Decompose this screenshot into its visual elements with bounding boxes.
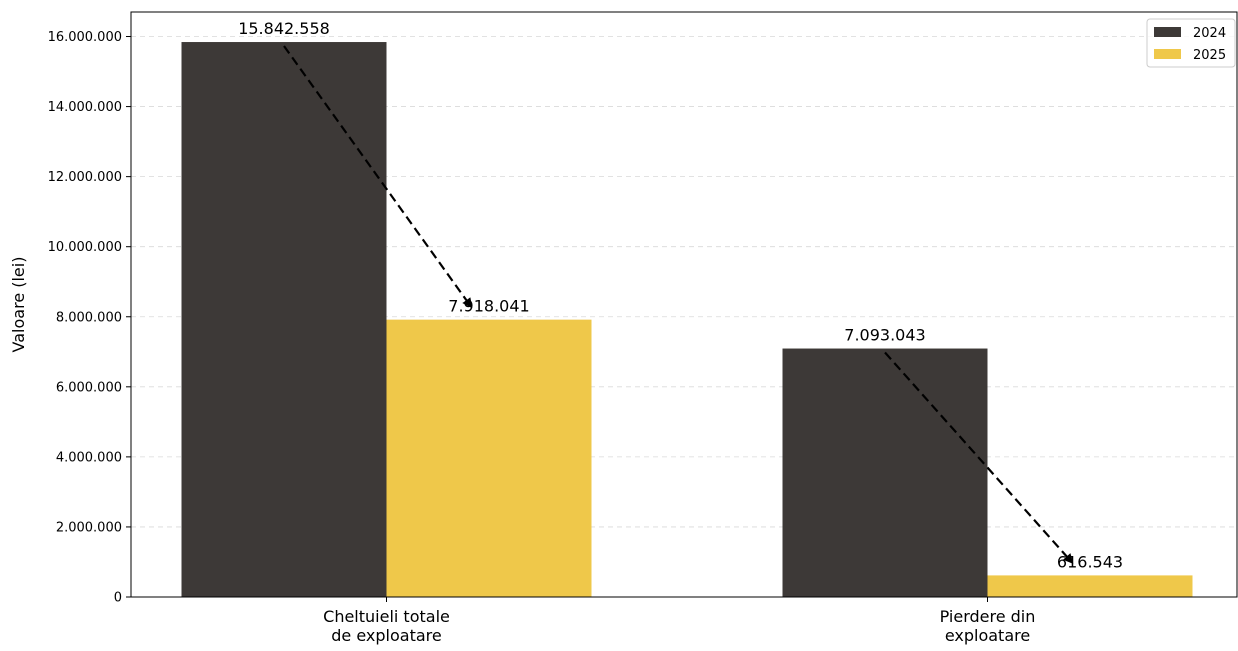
bar bbox=[181, 42, 387, 598]
legend-swatch bbox=[1154, 27, 1181, 37]
bar-value-label: 15.842.558 bbox=[238, 19, 330, 38]
x-axis-ticks: Cheltuieli totale de exploatare Pierdere d… bbox=[323, 597, 1035, 645]
plot-frame bbox=[130, 11, 1238, 598]
trend-arrow bbox=[283, 45, 473, 309]
y-tick-label: 12.000.000 bbox=[48, 170, 122, 185]
axes bbox=[130, 11, 1238, 598]
trend-arrows bbox=[283, 45, 1074, 564]
legend: 2024 2025 bbox=[1146, 18, 1236, 68]
legend-swatch bbox=[1154, 49, 1181, 59]
bar-value-labels: 15.842.558 7.918.041 7.093.043 616.543 bbox=[238, 19, 1123, 571]
y-tick-label: 14.000.000 bbox=[48, 100, 122, 115]
x-tick-label-line: Cheltuieli totale bbox=[323, 607, 450, 626]
bar-value-label: 7.093.043 bbox=[844, 326, 925, 345]
y-tick-label: 16.000.000 bbox=[48, 30, 122, 45]
bar bbox=[987, 575, 1193, 597]
x-tick-label-line: exploatare bbox=[945, 626, 1030, 645]
x-tick-label-line: de exploatare bbox=[331, 626, 441, 645]
legend-label: 2024 bbox=[1193, 26, 1226, 41]
x-tick-label-line: Pierdere din bbox=[940, 607, 1036, 626]
legend-label: 2025 bbox=[1193, 48, 1226, 63]
x-tick-label: Pierdere din exploatare bbox=[940, 607, 1036, 645]
bar-value-label: 7.918.041 bbox=[448, 297, 529, 316]
bar bbox=[386, 319, 592, 597]
y-tick-label: 2.000.000 bbox=[56, 520, 122, 535]
y-tick-label: 4.000.000 bbox=[56, 450, 122, 465]
bars bbox=[181, 42, 1193, 598]
x-tick-label: Cheltuieli totale de exploatare bbox=[323, 607, 450, 645]
y-axis-label: Valoare (lei) bbox=[9, 257, 28, 353]
bar-value-label: 616.543 bbox=[1057, 552, 1123, 571]
bar bbox=[782, 348, 988, 597]
y-axis-ticks: 0 2.000.000 4.000.000 6.000.000 8.000.000 10.… bbox=[48, 30, 131, 606]
trend-arrow bbox=[884, 351, 1074, 564]
y-tick-label: 10.000.000 bbox=[48, 240, 122, 255]
y-tick-label: 6.000.000 bbox=[56, 380, 122, 395]
y-tick-label: 8.000.000 bbox=[56, 310, 122, 325]
y-tick-label: 0 bbox=[114, 591, 122, 606]
